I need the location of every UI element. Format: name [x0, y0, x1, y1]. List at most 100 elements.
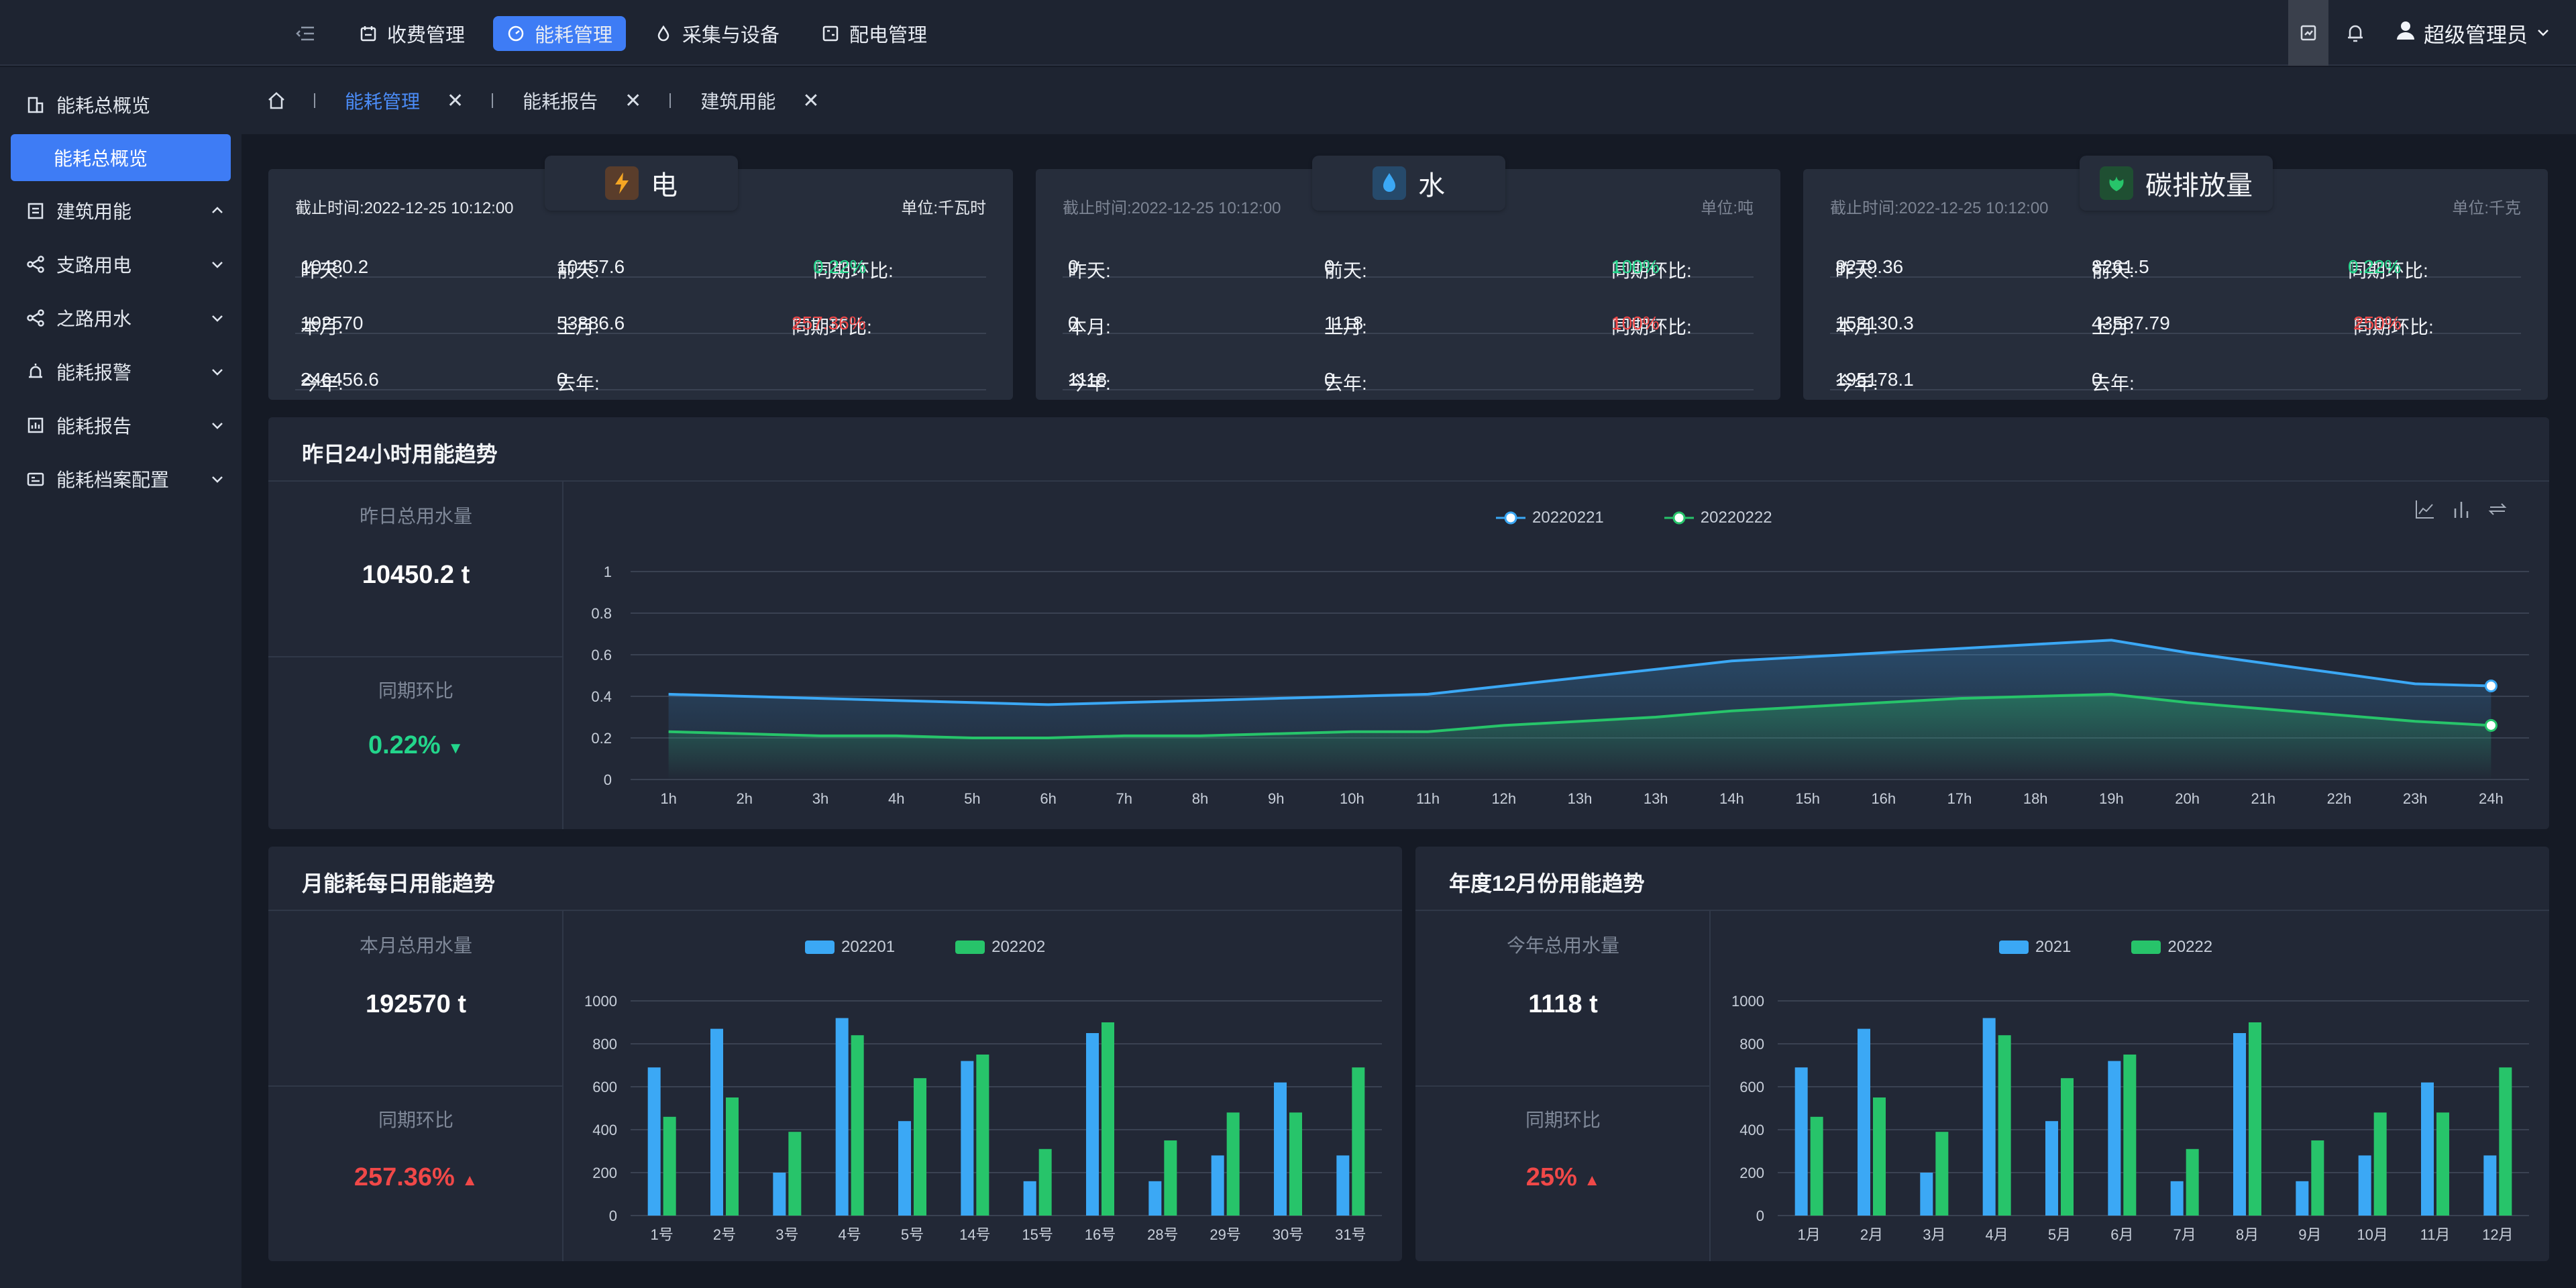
sidebar-item-archive[interactable]: 能耗档案配置: [0, 459, 241, 499]
sidebar-item-building[interactable]: 建筑用能: [0, 191, 241, 231]
x-tick-label: 7月: [2174, 1226, 2196, 1243]
top-bar: 收费管理 能耗管理 采集与设备 配电管理 超级管理员: [0, 0, 2576, 66]
x-tick-label: 3月: [1923, 1226, 1945, 1243]
lightning-icon: [605, 166, 639, 200]
kpi-title: 电: [651, 171, 678, 201]
y-tick-label: 0: [604, 771, 612, 788]
chart-legend: 20220221 20220222: [1496, 508, 1772, 527]
tab-energy-management[interactable]: 能耗管理 ✕: [345, 87, 464, 114]
x-tick-label: 24h: [2479, 790, 2504, 807]
x-tick-label: 1号: [651, 1226, 674, 1243]
x-tick-label: 8月: [2236, 1226, 2259, 1243]
legend-item[interactable]: 202201: [805, 938, 895, 957]
panel-divider: [268, 910, 1402, 911]
tab-energy-report[interactable]: 能耗报告 ✕: [523, 87, 641, 114]
x-tick-label: 6月: [2110, 1226, 2133, 1243]
sidebar-subitem-overview[interactable]: 能耗总概览: [11, 134, 231, 181]
topnav-distribution[interactable]: 配电管理: [808, 16, 941, 51]
panel-title: 年度12月份用能趋势: [1449, 871, 1645, 896]
topnav-label: 收费管理: [387, 25, 466, 46]
bar: [647, 1067, 661, 1216]
x-tick-label: 5号: [901, 1226, 924, 1243]
x-tick-label: 19h: [2099, 790, 2124, 807]
bar: [1211, 1155, 1224, 1216]
y-tick-label: 800: [592, 1036, 617, 1053]
refresh-icon[interactable]: [2486, 498, 2509, 521]
bar: [1274, 1082, 1287, 1216]
user-name: 超级管理员: [2424, 23, 2528, 47]
kpi-row: 本月: 192570 上月: 53886.6 同期环比: 257.36% ↑: [295, 278, 986, 337]
topnav-energy[interactable]: 能耗管理: [493, 16, 627, 51]
top-right-actions: 超级管理员: [2288, 0, 2576, 66]
arrow-up-icon: ↑: [792, 313, 801, 333]
gauge-icon: [506, 24, 525, 43]
sidebar-item-branch-power[interactable]: 支路用电: [0, 244, 241, 284]
menu-collapse-icon[interactable]: [292, 20, 319, 47]
bar: [2170, 1181, 2184, 1216]
legend-swatch: [1999, 941, 2029, 954]
triangle-up-icon: ▲: [1584, 1171, 1601, 1189]
fullscreen-icon[interactable]: [2288, 0, 2328, 66]
bar: [2358, 1155, 2371, 1216]
bar: [1920, 1173, 1933, 1216]
bar: [2296, 1181, 2309, 1216]
legend-swatch: [805, 941, 835, 954]
user-menu[interactable]: 超级管理员: [2382, 18, 2576, 48]
home-icon[interactable]: [263, 87, 290, 114]
calendar-icon: [359, 24, 378, 43]
close-icon[interactable]: ✕: [625, 89, 642, 112]
stat-column: 昨日总用水量 10450.2 t 同期环比 0.22% ▼: [268, 482, 564, 829]
arrow-up-icon: ↑: [2353, 313, 2363, 333]
sidebar-item-label: 能耗总概览: [56, 95, 151, 116]
sidebar-item-alarm[interactable]: 能耗报警: [0, 352, 241, 392]
x-tick-label: 12月: [2482, 1226, 2513, 1243]
bar: [2186, 1148, 2199, 1216]
close-icon[interactable]: ✕: [802, 89, 820, 112]
panel-title: 昨日24小时用能趋势: [302, 442, 498, 466]
tab-building-energy[interactable]: 建筑用能 ✕: [700, 87, 819, 114]
x-tick-label: 10月: [2357, 1226, 2387, 1243]
x-tick-label: 9h: [1268, 790, 1284, 807]
x-tick-label: 18h: [2023, 790, 2048, 807]
topnav-collection[interactable]: 采集与设备: [641, 16, 793, 51]
stat-value: 192570 t: [365, 990, 466, 1018]
kpi-unit: 单位:千瓦时: [901, 199, 986, 217]
sidebar-item-report[interactable]: 能耗报告: [0, 405, 241, 445]
sidebar-item-overview[interactable]: 能耗总概览: [0, 85, 241, 125]
bar-chart-icon[interactable]: [2450, 498, 2473, 521]
bar: [788, 1132, 802, 1216]
sidebar-item-branch-water[interactable]: 之路用水: [0, 298, 241, 338]
stat-value: 10450.2 t: [362, 561, 470, 589]
sidebar-subitem-label: 能耗总概览: [54, 148, 148, 169]
kpi-title: 碳排放量: [2145, 171, 2253, 201]
legend-swatch: [955, 941, 985, 954]
x-tick-label: 13h: [1568, 790, 1593, 807]
bar: [2233, 1033, 2246, 1216]
sidebar-item-label: 之路用水: [56, 309, 132, 329]
y-tick-label: 1000: [1731, 993, 1764, 1010]
close-icon[interactable]: ✕: [447, 89, 464, 112]
topnav-charging[interactable]: 收费管理: [345, 16, 478, 51]
legend-item[interactable]: 20220222: [1664, 508, 1772, 527]
panel-icon: [821, 24, 840, 43]
legend-item[interactable]: 202202: [955, 938, 1045, 957]
legend-item[interactable]: 2021: [1999, 938, 2071, 957]
line-chart-icon[interactable]: [2414, 498, 2436, 521]
x-tick-label: 5h: [964, 790, 980, 807]
drop-icon: [654, 24, 673, 43]
bar: [961, 1061, 974, 1216]
x-tick-label: 1h: [660, 790, 676, 807]
bar: [1336, 1155, 1350, 1216]
legend-item[interactable]: 20222: [2131, 938, 2212, 957]
legend-item[interactable]: 20220221: [1496, 508, 1604, 527]
triangle-down-icon: ▼: [447, 739, 464, 757]
x-tick-label: 3h: [812, 790, 828, 807]
bar: [851, 1035, 864, 1216]
y-tick-label: 0.2: [591, 730, 612, 747]
leaf-icon: [2100, 166, 2133, 200]
sidebar-item-label: 能耗报警: [56, 362, 132, 383]
bell-icon[interactable]: [2328, 0, 2382, 66]
bar: [1102, 1022, 1114, 1216]
y-tick-label: 0: [609, 1208, 617, 1224]
stat-ratio: 257.36% ▲: [354, 1163, 478, 1191]
